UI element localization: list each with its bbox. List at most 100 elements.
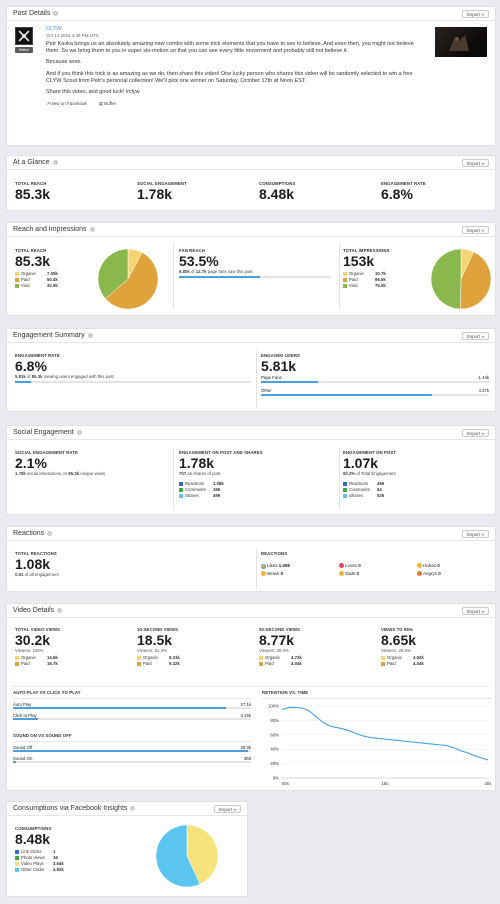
other-clicks-slice <box>155 824 201 888</box>
legend-value: 1 <box>53 849 56 854</box>
export-button[interactable]: Export <box>213 805 241 813</box>
stat-label: Consumptions <box>15 826 52 831</box>
export-button[interactable]: Export <box>461 10 489 18</box>
legend-label: Link Clicks <box>21 849 42 854</box>
auto-play-bar <box>13 707 251 709</box>
info-icon[interactable]: i <box>52 160 58 165</box>
wow-icon <box>261 571 266 577</box>
consumptions-card: Consumptions via Facebook Insights i Expo… <box>6 801 248 897</box>
total-reach-pie-chart <box>97 248 159 310</box>
stat-value: 1.78k <box>179 455 215 471</box>
legend-value: 4.04k <box>291 661 302 666</box>
bar-fill <box>13 761 16 763</box>
view-on-facebook-link[interactable]: ↗View on Facebook <box>46 101 87 107</box>
stat-label: Consumptions <box>259 181 296 186</box>
export-button[interactable]: Export <box>461 530 489 538</box>
card-title: Post Details <box>13 10 51 17</box>
other-clicks-swatch <box>15 868 19 872</box>
stat-value: 8.65k <box>381 632 417 648</box>
export-button[interactable]: Export <box>461 226 489 234</box>
paid-slice <box>459 251 492 310</box>
paid-swatch <box>381 662 385 666</box>
viewers-pct: Viewers: 29.0% <box>259 648 289 653</box>
video-legend: Organic 9.31k Paid 9.22k <box>137 655 180 667</box>
x-tick-label: 15s <box>382 781 389 786</box>
stat-label: 30-Second Views <box>259 627 301 632</box>
reaction-wows: Wows 0 <box>261 571 339 577</box>
legend-label: Video Plays <box>21 861 44 866</box>
y-tick-label: 40% <box>270 747 279 752</box>
organic-swatch <box>259 656 263 660</box>
info-icon[interactable]: i <box>130 806 136 811</box>
legend-label: Organic <box>349 271 365 276</box>
info-icon[interactable]: i <box>76 430 82 435</box>
section-label: Sound On vs Sound Off <box>13 733 251 742</box>
chevron-down-icon <box>482 533 484 536</box>
stat-label: Engaged Users <box>261 353 301 358</box>
export-button[interactable]: Export <box>461 607 489 615</box>
bar-label: Sound On <box>13 756 33 761</box>
stat-label: Total Reach <box>15 248 47 253</box>
chevron-down-icon <box>234 808 236 811</box>
card-title: Engagement Summary <box>13 332 85 339</box>
bar-label: Other <box>261 388 272 393</box>
stat-value: 53.5% <box>179 253 219 269</box>
bar-label: Sound Off <box>13 745 33 750</box>
like-icon: 👍 <box>261 564 266 569</box>
organic-swatch <box>381 656 385 660</box>
external-link-icon: ↗ <box>46 101 50 107</box>
bar-value: 368 <box>243 756 251 761</box>
other-users-bar <box>261 394 489 396</box>
info-icon[interactable]: i <box>47 531 53 536</box>
buffer-link[interactable]: ▤ Buffer <box>98 101 117 107</box>
consumptions-header: Consumptions via Facebook Insights i Expo… <box>7 802 247 816</box>
stat-label: Engagement Rate <box>15 353 60 358</box>
legend-value: 15.7k <box>47 661 58 666</box>
bar-fill <box>15 381 32 383</box>
stat-value: 85.3k <box>15 253 51 269</box>
export-button[interactable]: Export <box>461 159 489 167</box>
viewers-pct: Viewers: 28.6% <box>381 648 411 653</box>
info-icon[interactable]: i <box>57 608 63 613</box>
legend-value: 1.08k <box>213 481 224 486</box>
legend-label: Paid <box>349 277 358 282</box>
legend-value: 14.6k <box>47 655 58 660</box>
card-title: Social Engagement <box>13 429 74 436</box>
export-button[interactable]: Export <box>461 429 489 437</box>
haha-icon <box>417 563 422 569</box>
viral-swatch <box>15 284 19 288</box>
stat-value: 8.77k <box>259 632 295 648</box>
native-badge: Native <box>15 47 33 53</box>
info-icon[interactable]: i <box>87 333 93 338</box>
card-title: At a Glance <box>13 159 50 166</box>
organic-swatch <box>15 656 19 660</box>
y-tick-label: 100% <box>268 704 279 709</box>
card-title: Reactions <box>13 530 45 537</box>
post-text: Petr Kavka brings us an absolutely amazi… <box>46 41 414 55</box>
page-avatar[interactable] <box>15 27 33 45</box>
legend-label: Reactions <box>185 481 205 486</box>
stat-label: Total Reach <box>15 181 47 186</box>
viral-swatch <box>343 284 347 288</box>
engagement-rate-progress <box>15 381 251 383</box>
bar-fill <box>13 750 249 752</box>
info-icon[interactable]: i <box>53 11 59 16</box>
stat-label: Social Engagement <box>137 181 187 186</box>
reach-legend: Organic 7.05k Paid 50.4k Viral 32.9k <box>15 271 58 289</box>
bar-value: 1.44k <box>478 375 489 380</box>
chevron-down-icon <box>482 162 484 165</box>
legend-label: Organic <box>265 655 281 660</box>
legend-label: Paid <box>387 661 396 666</box>
chevron-down-icon <box>482 229 484 232</box>
paid-swatch <box>15 278 19 282</box>
stat-value: 8.48k <box>259 186 295 202</box>
export-button[interactable]: Export <box>461 332 489 340</box>
page-name-link[interactable]: CLYW <box>46 26 62 32</box>
x-tick-label: 00s <box>282 781 289 786</box>
stat-label: 10-Second Views <box>137 627 179 632</box>
video-thumbnail[interactable] <box>435 27 487 57</box>
info-icon[interactable]: i <box>89 227 95 232</box>
shares-note: 707 on shares of post <box>179 471 221 476</box>
legend-value: 4.62k <box>413 655 424 660</box>
legend-label: Paid <box>265 661 274 666</box>
